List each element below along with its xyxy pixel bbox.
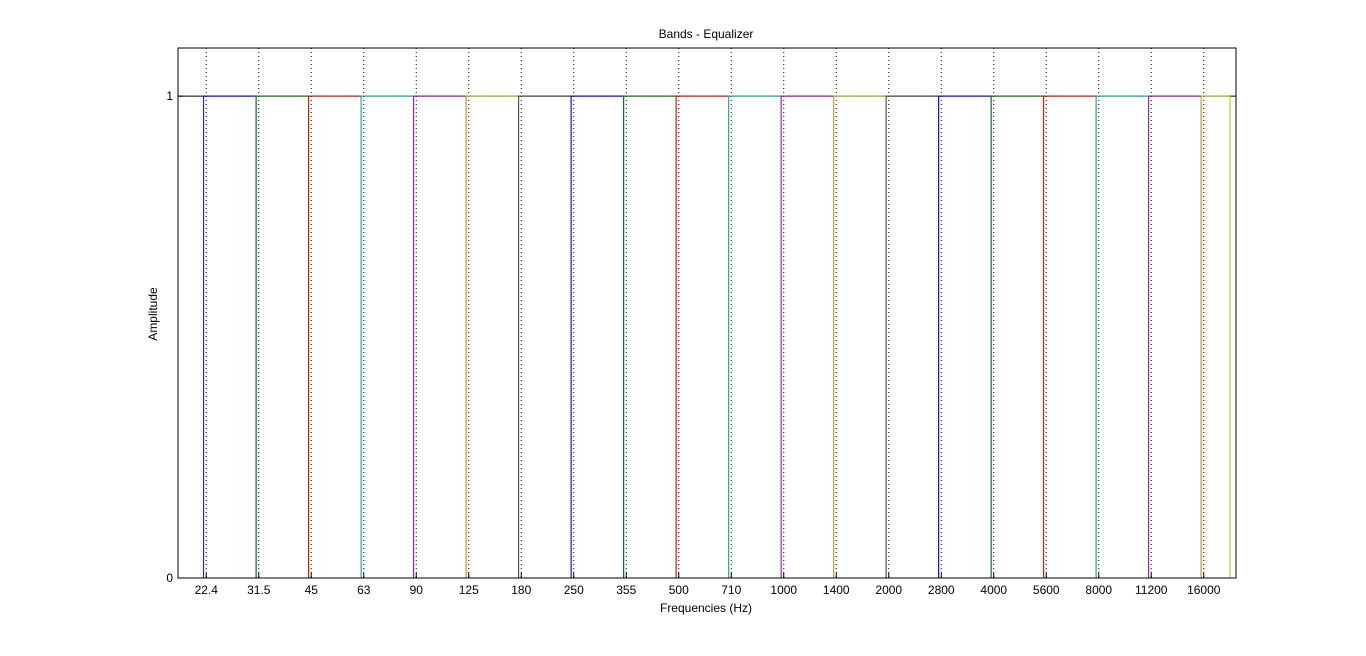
x-tick-label: 250 xyxy=(564,583,584,597)
band-line xyxy=(1095,95,1150,578)
band-line xyxy=(990,95,1045,578)
x-tick-label: 1000 xyxy=(770,583,797,597)
y-tick-label: 0 xyxy=(166,571,173,585)
x-tick-label: 125 xyxy=(459,583,479,597)
x-tick-label: 5600 xyxy=(1033,583,1060,597)
x-tick-label: 2800 xyxy=(928,583,955,597)
x-tick-label: 355 xyxy=(616,583,636,597)
x-tick-label: 16000 xyxy=(1187,583,1221,597)
band-line xyxy=(465,95,520,578)
band-line xyxy=(675,95,730,578)
x-tick-label: 710 xyxy=(721,583,741,597)
band-line xyxy=(308,95,362,578)
band-line xyxy=(1043,95,1097,578)
x-tick-label: 8000 xyxy=(1085,583,1112,597)
band-line xyxy=(518,95,572,578)
band-line xyxy=(255,95,310,578)
x-axis-label: Frequencies (Hz) xyxy=(660,601,752,615)
x-tick-label: 1400 xyxy=(823,583,850,597)
x-tick-label: 90 xyxy=(410,583,424,597)
band-line xyxy=(203,95,257,578)
band-line xyxy=(623,95,677,578)
x-tick-label: 22.4 xyxy=(195,583,219,597)
band-line xyxy=(1148,95,1202,578)
band-line xyxy=(413,95,467,578)
x-tick-label: 4000 xyxy=(980,583,1007,597)
y-axis-label: Amplitude xyxy=(146,287,160,341)
x-tick-label: 11200 xyxy=(1135,583,1168,597)
band-line xyxy=(833,95,887,578)
x-tick-label: 63 xyxy=(357,583,371,597)
bands-layer xyxy=(203,95,1231,578)
x-tick-label: 500 xyxy=(669,583,689,597)
x-tick-label: 2000 xyxy=(875,583,902,597)
band-line xyxy=(728,95,782,578)
band-line xyxy=(570,95,625,578)
band-line xyxy=(780,95,835,578)
plot-frame xyxy=(177,47,1237,579)
band-line xyxy=(885,95,940,578)
grid-layer xyxy=(178,48,1236,578)
band-line xyxy=(360,95,415,578)
ticks-layer: 22.4 31.5 45 63 90 125 180 250 355 500 710 1000 1400… xyxy=(166,89,1220,597)
x-tick-label: 31.5 xyxy=(247,583,271,597)
band-line xyxy=(938,95,992,578)
band-line xyxy=(1200,95,1231,578)
chart-title: Bands - Equalizer xyxy=(659,27,754,41)
y-tick-label: 1 xyxy=(166,89,173,103)
x-tick-label: 45 xyxy=(305,583,319,597)
x-tick-label: 180 xyxy=(511,583,531,597)
